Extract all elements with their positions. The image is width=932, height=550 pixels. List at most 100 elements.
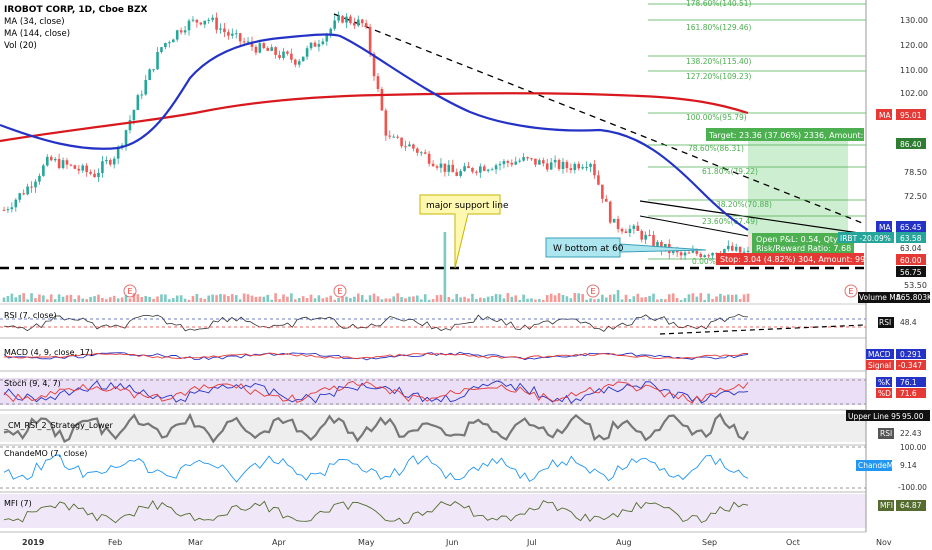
volume-bar [416,295,419,302]
svg-text:Apr: Apr [272,538,287,547]
volume-bar [589,298,592,302]
candle-body [652,234,655,247]
volume-bar [160,294,163,302]
candle-body [97,172,100,178]
volume-bar [534,299,537,302]
svg-text:110.00: 110.00 [900,66,928,75]
volume-bar [439,294,443,302]
candle-body [234,33,238,35]
candle-body [494,165,498,170]
rsi-title: RSI (7, close) [4,311,57,320]
volume-bar [38,294,41,302]
volume-bar [479,297,482,302]
candle-body [573,163,577,170]
volume-bar [49,294,53,302]
candle-body [101,161,104,173]
fib-label-2: 138.20%(115.40) [686,57,752,66]
volume-bar [632,296,636,302]
volume-bar [148,296,151,302]
volume-bar [601,294,604,302]
candle-body [534,158,537,165]
candle-body [392,136,396,138]
volume-bar [447,296,451,302]
volume-bar [242,293,246,302]
w-bottom-callout: W bottom at 60 [545,237,707,258]
candle-body [144,80,148,95]
ma144-line [0,92,749,143]
candle-body [199,22,203,25]
volume-bars [2,232,750,302]
candle-body [317,44,321,47]
support-note: major support line [426,201,509,211]
volume-bar [57,294,61,302]
candle-body [38,175,41,182]
candle-body [160,47,163,52]
panel-titles: RSI (7, close) MACD (4, 9, close, 17) St… [3,311,114,508]
candle-body [400,137,403,147]
volume-bar [81,298,85,302]
volume-bar [65,295,69,302]
volume-bar [549,293,553,302]
candle-body [471,167,474,172]
candle-body [227,32,230,36]
volume-bar [128,298,132,302]
volume-bar [498,294,502,302]
volume-bar [301,296,305,302]
chandemo-title: ChandeMO (7, close) [4,449,87,458]
candle-body [46,156,49,166]
candle-body [502,161,506,165]
volume-bar [703,299,706,302]
candle-body [604,198,608,202]
volume-bar [723,295,726,302]
candle-body [660,241,663,251]
volume-bar [463,296,466,302]
svg-text:95.00: 95.00 [902,412,924,421]
candle-body [364,23,368,27]
candle-body [467,166,470,168]
candle-body [250,41,254,47]
volume-bar [372,293,376,302]
candle-body [223,28,226,33]
candle-body [691,250,695,253]
candle-body [742,251,746,253]
candle-body [514,161,518,165]
candle-body [26,186,29,195]
svg-text:Signal: Signal [868,361,891,370]
macd-signal-line [3,352,748,360]
volume-bar [608,294,612,302]
candle-body [207,19,210,21]
candle-body [656,241,659,247]
volume-bar [317,295,321,302]
volume-bar [223,294,226,302]
mfi-title: MFI (7) [4,499,32,508]
volume-bar [364,299,368,302]
volume-bar [26,299,29,302]
candle-body [380,89,384,111]
candle-body [396,136,399,138]
svg-text:63.04: 63.04 [900,244,922,253]
candle-body [404,146,407,148]
volume-bar [400,297,403,302]
candle-body [451,164,455,173]
svg-text:Volume MA: Volume MA [859,293,902,302]
trendline-upper [333,13,881,231]
candle-body [632,225,636,229]
volume-bar [250,295,254,302]
volume-bar [341,296,344,302]
candle-body [553,159,557,163]
candle-body [191,19,195,21]
volume-bar [482,298,486,302]
volume-bar [2,297,6,302]
volume-bar [569,298,573,302]
earnings-markers[interactable]: E E E E [123,284,858,298]
candle-body [171,39,175,43]
candle-body [349,16,352,23]
price-tags: MA 95.01 86.40 MA 65.45 IRBT -20.09% 63.… [838,109,926,277]
volume-bar [34,298,37,302]
svg-text:Sep: Sep [702,538,717,547]
svg-text:Mar: Mar [188,538,204,547]
candle-body [356,19,360,26]
candle-body [707,255,710,257]
volume-bar [644,297,647,302]
volume-bar [329,295,333,302]
